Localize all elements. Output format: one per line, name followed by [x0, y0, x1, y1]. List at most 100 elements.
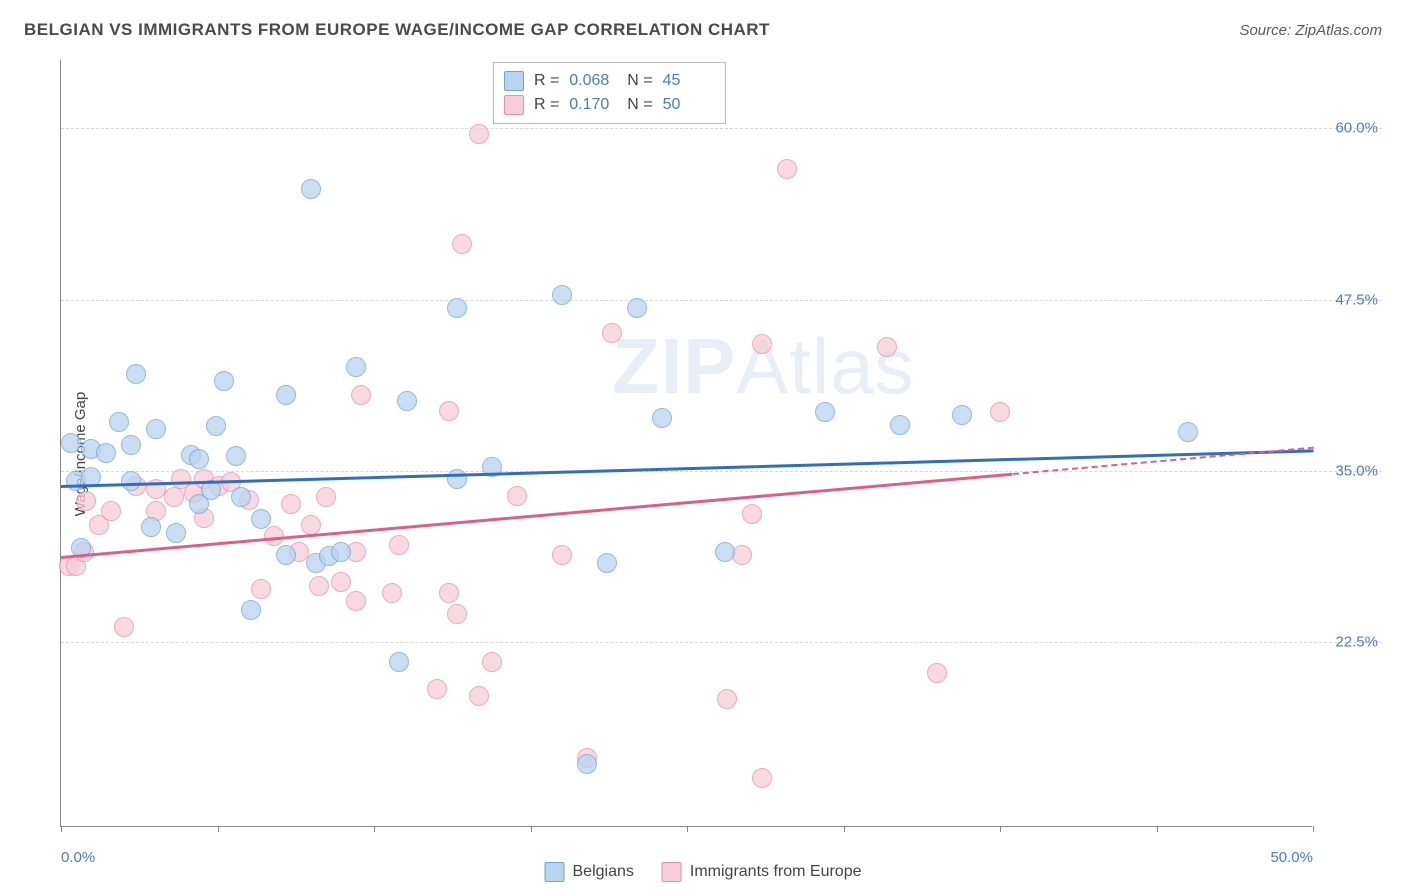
- n-value: 50: [663, 93, 711, 117]
- data-point: [815, 402, 835, 422]
- data-point: [389, 652, 409, 672]
- data-point: [469, 686, 489, 706]
- legend-swatch: [504, 71, 524, 91]
- legend-label: Belgians: [573, 863, 634, 881]
- data-point: [331, 572, 351, 592]
- x-tick: [218, 826, 219, 832]
- x-tick: [61, 826, 62, 832]
- data-point: [1178, 422, 1198, 442]
- data-point: [482, 652, 502, 672]
- data-point: [251, 579, 271, 599]
- trend-line: [61, 449, 1313, 487]
- data-point: [389, 535, 409, 555]
- data-point: [552, 285, 572, 305]
- data-point: [189, 449, 209, 469]
- y-tick-label: 22.5%: [1335, 634, 1378, 651]
- legend-swatch: [545, 862, 565, 882]
- legend-item: Immigrants from Europe: [662, 862, 862, 882]
- data-point: [346, 357, 366, 377]
- data-point: [742, 504, 762, 524]
- data-point: [281, 494, 301, 514]
- y-tick-label: 60.0%: [1335, 120, 1378, 137]
- data-point: [76, 491, 96, 511]
- r-value: 0.068: [569, 69, 617, 93]
- data-point: [301, 179, 321, 199]
- data-point: [101, 501, 121, 521]
- n-label: N =: [627, 93, 652, 117]
- legend-swatch: [504, 95, 524, 115]
- data-point: [346, 591, 366, 611]
- data-point: [121, 435, 141, 455]
- data-point: [890, 415, 910, 435]
- data-point: [206, 416, 226, 436]
- data-point: [141, 517, 161, 537]
- legend-label: Immigrants from Europe: [690, 863, 862, 881]
- gridline: [61, 300, 1382, 301]
- data-point: [331, 542, 351, 562]
- data-point: [602, 323, 622, 343]
- x-tick: [1313, 826, 1314, 832]
- data-point: [301, 515, 321, 535]
- gridline: [61, 128, 1382, 129]
- data-point: [276, 385, 296, 405]
- gridline: [61, 471, 1382, 472]
- x-tick-label: 0.0%: [61, 849, 95, 866]
- data-point: [597, 553, 617, 573]
- data-point: [276, 545, 296, 565]
- data-point: [469, 124, 489, 144]
- x-tick-label: 50.0%: [1270, 849, 1313, 866]
- data-point: [146, 419, 166, 439]
- x-tick: [1157, 826, 1158, 832]
- data-point: [126, 364, 146, 384]
- data-point: [427, 679, 447, 699]
- data-point: [226, 446, 246, 466]
- data-point: [231, 487, 251, 507]
- r-label: R =: [534, 69, 559, 93]
- legend-swatch: [662, 862, 682, 882]
- data-point: [114, 617, 134, 637]
- x-tick: [374, 826, 375, 832]
- data-point: [452, 234, 472, 254]
- legend-item: Belgians: [545, 862, 634, 882]
- data-point: [447, 604, 467, 624]
- x-tick: [844, 826, 845, 832]
- chart-area: Wage/Income Gap ZIPAtlas 22.5%35.0%47.5%…: [50, 60, 1382, 847]
- data-point: [552, 545, 572, 565]
- data-point: [109, 412, 129, 432]
- chart-header: BELGIAN VS IMMIGRANTS FROM EUROPE WAGE/I…: [0, 0, 1406, 48]
- data-point: [447, 469, 467, 489]
- data-point: [752, 768, 772, 788]
- data-point: [241, 600, 261, 620]
- correlation-row: R = 0.170 N = 50: [504, 93, 711, 117]
- data-point: [201, 480, 221, 500]
- data-point: [439, 583, 459, 603]
- gridline: [61, 642, 1382, 643]
- data-point: [777, 159, 797, 179]
- y-tick-label: 47.5%: [1335, 291, 1378, 308]
- series-legend: Belgians Immigrants from Europe: [545, 862, 862, 882]
- data-point: [627, 298, 647, 318]
- data-point: [309, 576, 329, 596]
- data-point: [990, 402, 1010, 422]
- data-point: [952, 405, 972, 425]
- data-point: [251, 509, 271, 529]
- r-value: 0.170: [569, 93, 617, 117]
- x-tick: [1000, 826, 1001, 832]
- r-label: R =: [534, 93, 559, 117]
- data-point: [877, 337, 897, 357]
- data-point: [715, 542, 735, 562]
- data-point: [121, 471, 141, 491]
- data-point: [351, 385, 371, 405]
- correlation-row: R =0.068N =45: [504, 69, 711, 93]
- plot-area: ZIPAtlas 22.5%35.0%47.5%60.0%0.0%50.0%R …: [60, 60, 1312, 827]
- correlation-legend: R = 0.068 N = 45R = 0.170 N = 50: [493, 62, 726, 124]
- data-point: [382, 583, 402, 603]
- data-point: [927, 663, 947, 683]
- data-point: [717, 689, 737, 709]
- data-point: [96, 443, 116, 463]
- data-point: [577, 754, 597, 774]
- data-point: [732, 545, 752, 565]
- chart-source: Source: ZipAtlas.com: [1239, 22, 1382, 39]
- data-point: [397, 391, 417, 411]
- n-value: 45: [663, 69, 711, 93]
